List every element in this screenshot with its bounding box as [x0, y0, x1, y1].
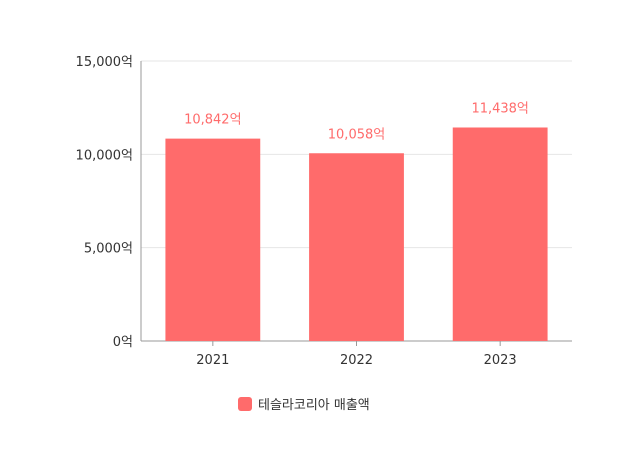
- legend-label: 테슬라코리아 매출액: [258, 398, 370, 413]
- x-tick-label-2023: 2023: [484, 353, 517, 368]
- legend: 테슬라코리아 매출액: [238, 397, 370, 413]
- data-labels: 10,842억 10,058억 11,438억: [184, 101, 529, 142]
- x-tick-label-2021: 2021: [196, 353, 229, 368]
- bar-2021: [165, 138, 261, 341]
- y-tick-label-2: 10,000억: [76, 148, 133, 163]
- data-label-2021: 10,842억: [184, 113, 241, 128]
- y-tick-label-3: 15,000억: [76, 55, 133, 70]
- bar-2022: [309, 153, 404, 341]
- legend-swatch: [238, 397, 252, 411]
- y-tick-label-1: 5,000억: [84, 242, 133, 257]
- x-tick-label-2022: 2022: [340, 353, 373, 368]
- data-label-2022: 10,058억: [328, 127, 385, 142]
- data-label-2023: 11,438억: [471, 101, 528, 116]
- bar-2023: [452, 127, 548, 342]
- bars: [165, 127, 548, 342]
- y-tick-label-0: 0억: [113, 335, 133, 350]
